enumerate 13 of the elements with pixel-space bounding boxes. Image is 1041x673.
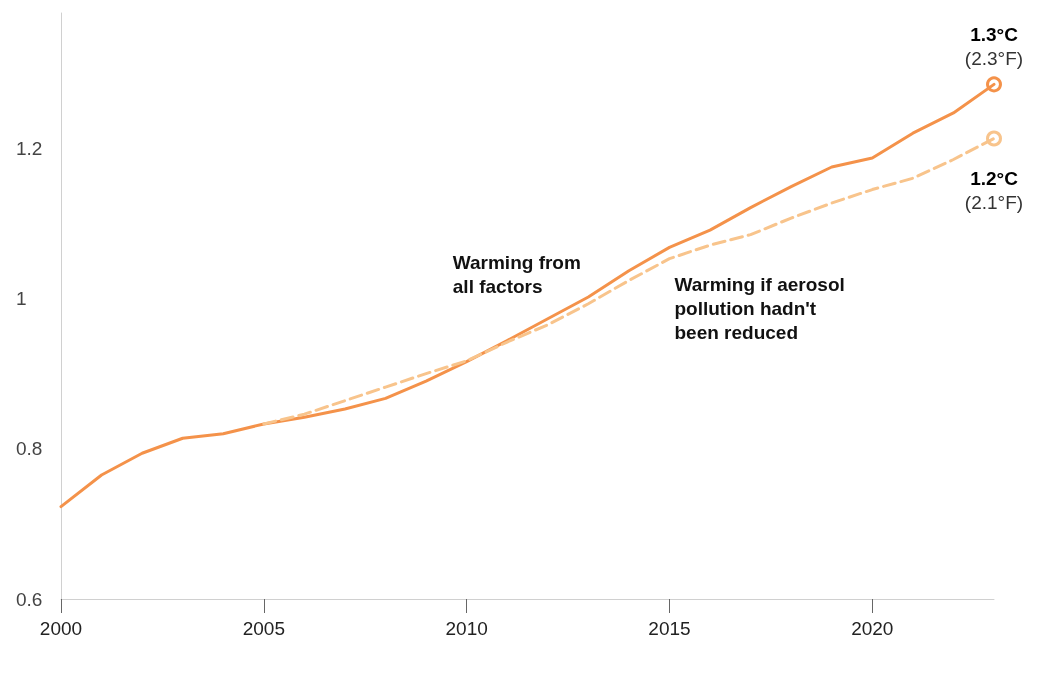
y-tick-label: 1.2 (16, 137, 43, 159)
annotation: 1.2°C (2.1°F) (964, 167, 1024, 213)
series-label: Warming if aerosol pollution hadn't been reduced (674, 274, 845, 344)
annotation: 1.3°C (2.3°F) (964, 23, 1024, 69)
x-tick-label: 2020 (851, 618, 894, 639)
x-tick-label: 2015 (648, 618, 691, 639)
y-tick-label: 1 (16, 287, 27, 309)
y-tick-label: 0.6 (16, 588, 43, 610)
series-label: Warming from all factors (452, 252, 581, 298)
x-tick-label: 2010 (445, 618, 488, 639)
x-tick-label: 2005 (242, 618, 285, 639)
x-tick-label: 2000 (39, 618, 83, 639)
y-tick-label: 0.8 (16, 438, 43, 460)
